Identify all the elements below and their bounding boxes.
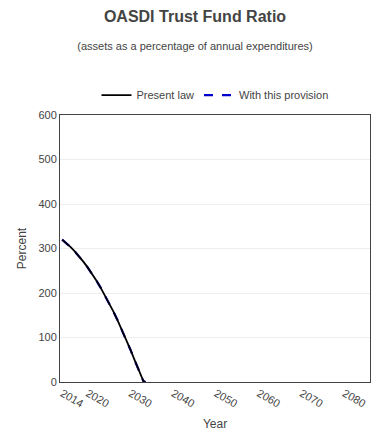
svg-text:Year: Year <box>203 417 227 431</box>
svg-text:2070: 2070 <box>298 387 325 410</box>
svg-text:2020: 2020 <box>84 387 111 410</box>
svg-text:2060: 2060 <box>255 387 282 410</box>
svg-text:100: 100 <box>38 331 56 343</box>
svg-text:400: 400 <box>38 198 56 210</box>
svg-text:Percent: Percent <box>15 227 29 269</box>
svg-text:With this provision: With this provision <box>239 89 328 101</box>
svg-text:300: 300 <box>38 242 56 254</box>
svg-text:2014: 2014 <box>58 387 85 410</box>
svg-text:2030: 2030 <box>127 387 154 410</box>
svg-text:2080: 2080 <box>341 387 368 410</box>
svg-text:2040: 2040 <box>170 387 197 410</box>
svg-text:600: 600 <box>38 109 56 121</box>
svg-text:(assets as a percentage of ann: (assets as a percentage of annual expend… <box>77 40 312 52</box>
svg-text:Present law: Present law <box>137 89 195 101</box>
svg-text:OASDI Trust Fund Ratio: OASDI Trust Fund Ratio <box>104 8 286 25</box>
svg-text:500: 500 <box>38 153 56 165</box>
svg-text:0: 0 <box>51 376 57 388</box>
svg-text:2050: 2050 <box>212 387 239 410</box>
svg-text:200: 200 <box>38 287 56 299</box>
